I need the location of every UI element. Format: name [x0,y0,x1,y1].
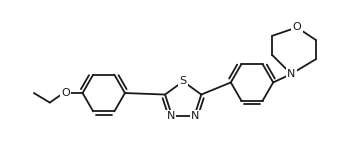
Text: N: N [191,111,200,121]
Text: O: O [61,88,70,98]
Text: N: N [167,111,175,121]
Text: O: O [293,22,301,32]
Text: N: N [287,69,295,79]
Text: S: S [180,76,187,86]
